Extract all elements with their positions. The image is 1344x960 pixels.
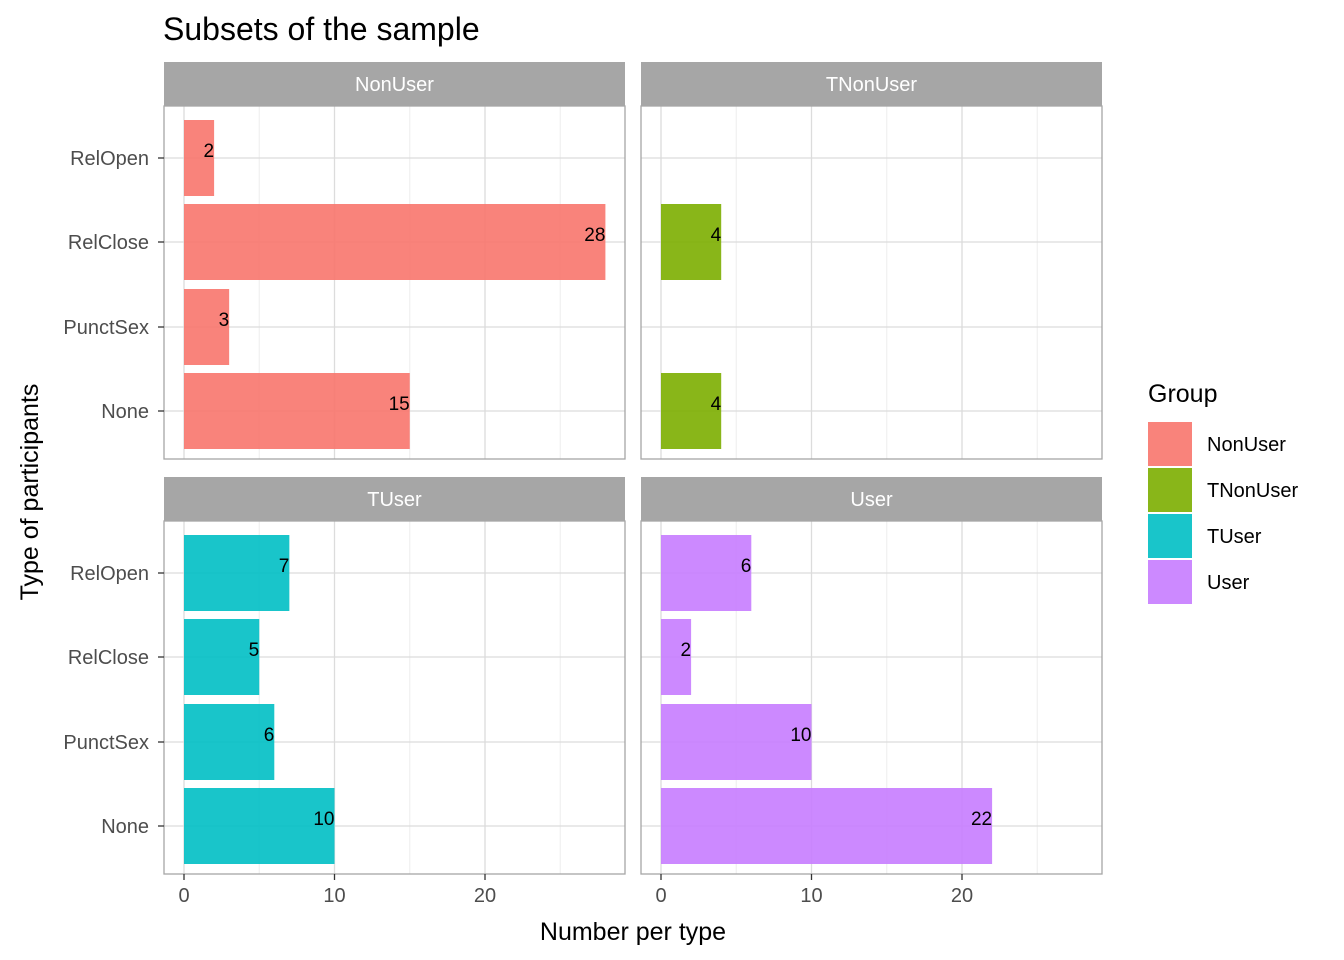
facet-strip-tuser <box>164 477 625 521</box>
data-label: 7 <box>279 556 290 577</box>
facet-panels: NonUser 2 28 3 15 RelOpen RelClose PunctSex None… <box>63 62 1103 907</box>
bar-nonuser-relopen <box>184 120 215 196</box>
x-tick-label: 0 <box>178 885 189 907</box>
y-tick-label: None <box>101 401 149 423</box>
facet-strip-label: NonUser <box>355 74 434 96</box>
panel-border <box>163 105 626 460</box>
y-tick-label: PunctSex <box>63 317 149 339</box>
legend-key-tuser <box>1148 514 1192 558</box>
facet-strip-tnonuser <box>641 62 1102 106</box>
x-tick-label: 20 <box>951 885 973 907</box>
data-label: 28 <box>584 225 605 246</box>
x-axis-title: Number per type <box>540 918 726 946</box>
data-label: 2 <box>681 640 692 661</box>
y-tick-label: None <box>101 816 149 838</box>
bar-nonuser-none <box>184 373 410 449</box>
legend-label: TUser <box>1207 526 1262 548</box>
facet-strip-nonuser <box>164 62 625 106</box>
legend-label: TNonUser <box>1207 480 1298 502</box>
bar-user-relopen <box>661 535 752 611</box>
y-tick-label: RelClose <box>68 232 149 254</box>
legend-key-tnonuser <box>1148 468 1192 512</box>
bar-user-punctsex <box>661 704 812 780</box>
bar-tuser-relopen <box>184 535 290 611</box>
data-label: 22 <box>971 809 992 830</box>
bar-tuser-punctsex <box>184 704 275 780</box>
bar-nonuser-relclose <box>184 204 606 280</box>
panel-border <box>640 520 1103 875</box>
data-label: 6 <box>741 556 752 577</box>
bar-user-relclose <box>661 619 692 695</box>
bar-tuser-relclose <box>184 619 260 695</box>
legend-key-user <box>1148 560 1192 604</box>
y-tick-label: RelOpen <box>70 563 149 585</box>
legend-title: Group <box>1148 380 1217 408</box>
panel-border <box>640 105 1103 460</box>
y-tick-label: RelClose <box>68 647 149 669</box>
facet-tnonuser: TNonUser 4 4 <box>640 62 1103 460</box>
data-label: 15 <box>389 394 410 415</box>
bar-tnonuser-relclose <box>661 204 722 280</box>
y-axis-title: Type of participants <box>16 384 44 601</box>
legend-label: User <box>1207 572 1250 594</box>
data-label: 2 <box>204 141 215 162</box>
data-label: 10 <box>313 809 334 830</box>
facet-nonuser: NonUser 2 28 3 15 RelOpen RelClose PunctSex None <box>63 62 626 460</box>
data-label: 5 <box>249 640 260 661</box>
legend: Group NonUser TNonUser TUser User <box>1148 380 1298 604</box>
data-label: 4 <box>711 225 722 246</box>
chart-title: Subsets of the sample <box>163 11 480 47</box>
y-tick-label: RelOpen <box>70 148 149 170</box>
x-tick-label: 0 <box>655 885 666 907</box>
facet-user: User 6 2 10 22 0 10 20 <box>640 477 1103 907</box>
bar-user-none <box>661 788 993 864</box>
facet-tuser: TUser 7 5 6 10 RelOpen RelClose PunctSex None 0 10… <box>63 477 626 907</box>
data-label: 6 <box>264 725 275 746</box>
data-label: 3 <box>219 310 230 331</box>
legend-key-nonuser <box>1148 422 1192 466</box>
x-tick-label: 10 <box>323 885 345 907</box>
legend-label: NonUser <box>1207 434 1286 456</box>
data-label: 10 <box>790 725 811 746</box>
panel-border <box>163 520 626 875</box>
y-tick-label: PunctSex <box>63 732 149 754</box>
x-tick-label: 10 <box>800 885 822 907</box>
facet-strip-label: User <box>850 489 893 511</box>
bar-tuser-none <box>184 788 335 864</box>
bar-tnonuser-none <box>661 373 722 449</box>
x-tick-label: 20 <box>474 885 496 907</box>
facet-strip-label: TNonUser <box>826 74 917 96</box>
facet-strip-label: TUser <box>367 489 422 511</box>
data-label: 4 <box>711 394 722 415</box>
facet-strip-user <box>641 477 1102 521</box>
bar-nonuser-punctsex <box>184 289 230 365</box>
